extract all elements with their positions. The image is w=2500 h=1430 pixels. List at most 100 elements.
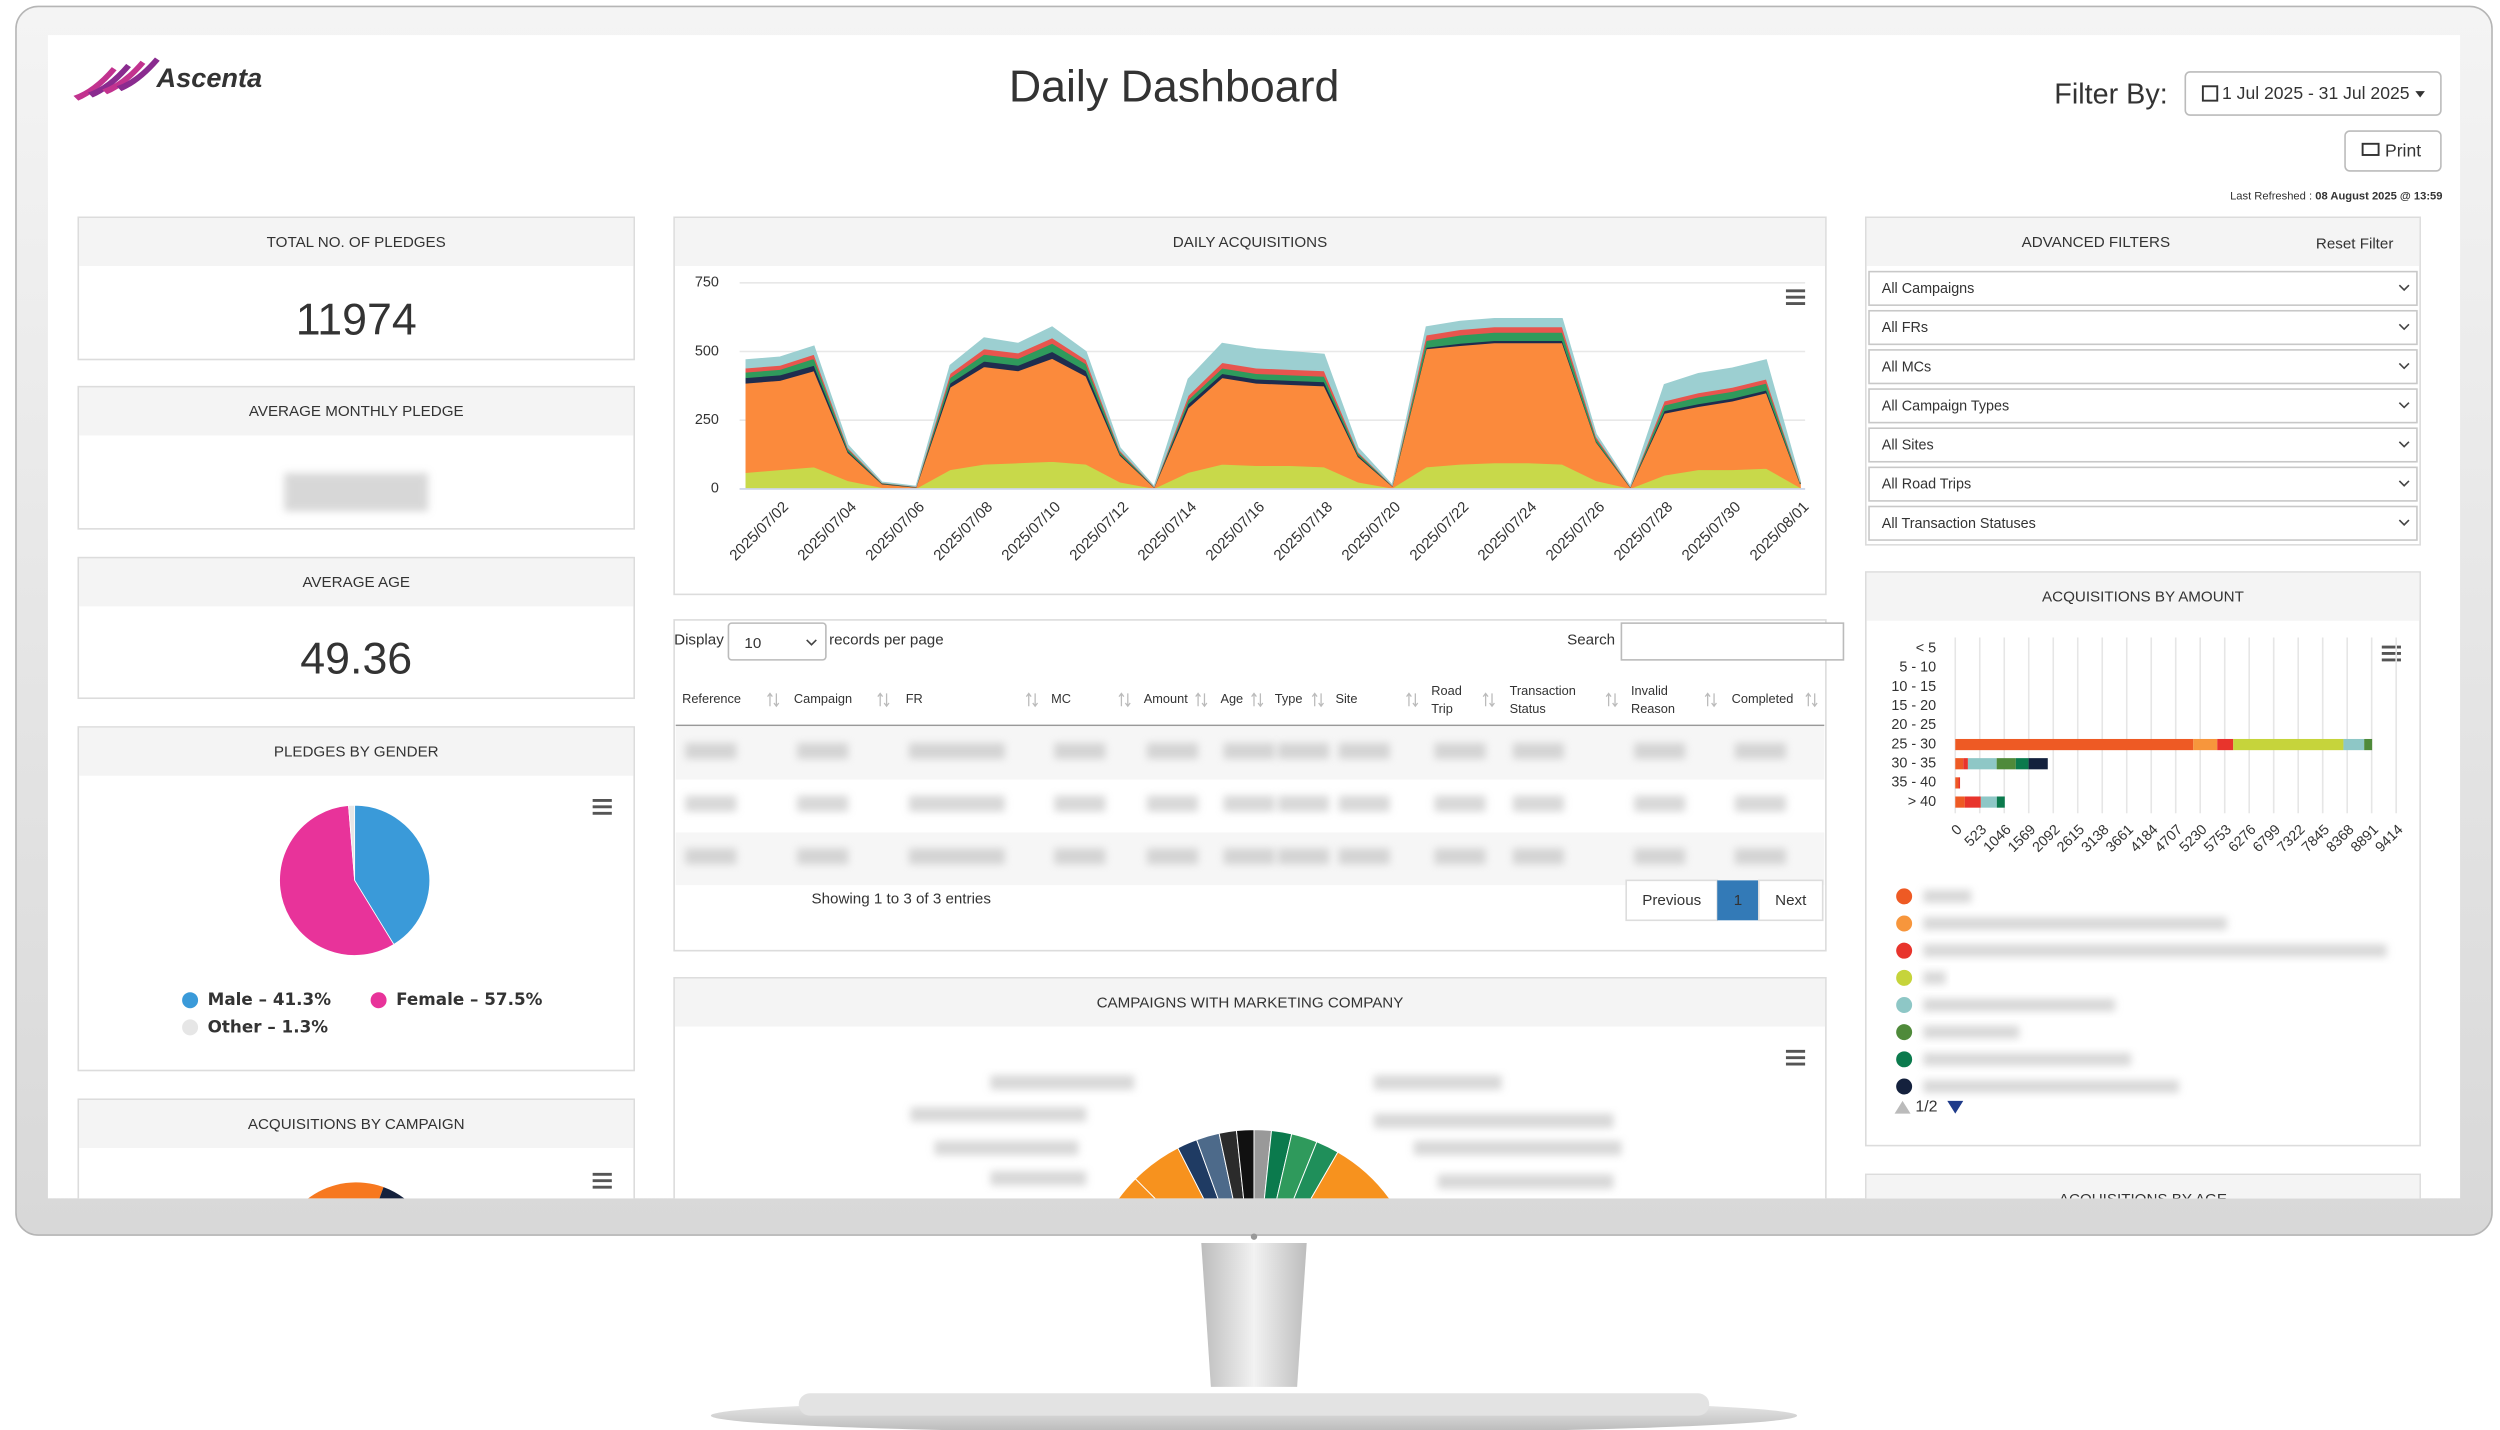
bar-segment <box>1967 758 1997 770</box>
column-header[interactable]: Road Trip <box>1431 683 1495 716</box>
blurred-content <box>1277 795 1330 812</box>
search-label: Search <box>1567 632 1615 649</box>
blurred-content <box>685 848 737 865</box>
card-title: AVERAGE AGE <box>302 574 410 591</box>
print-button[interactable]: Print <box>2344 130 2442 172</box>
select-box <box>727 622 827 661</box>
select-value: All Transaction Statuses <box>1882 516 2036 532</box>
sort-icon <box>1251 692 1264 708</box>
column-label: Reference <box>682 691 741 706</box>
column-header[interactable]: Campaign <box>794 691 890 708</box>
column-label: Trip <box>1431 701 1453 716</box>
column-header[interactable]: Amount <box>1144 691 1208 708</box>
chart-menu[interactable] <box>1785 289 1806 306</box>
blurred-content <box>908 848 1005 865</box>
blurred-content <box>1634 795 1686 812</box>
filter-select[interactable]: All Transaction Statuses <box>1868 505 2418 541</box>
column-header[interactable]: Invalid Reason <box>1631 683 1717 716</box>
last-refreshed: Last Refreshed :08 August 2025 @ 13:59 <box>2230 190 2442 202</box>
card-title: AVERAGE MONTHLY PLEDGE <box>249 403 464 420</box>
y-tick-label: 5 - 10 <box>1899 660 1936 676</box>
blurred-content <box>1338 848 1390 865</box>
card-title: PLEDGES BY GENDER <box>274 744 439 761</box>
filter-select[interactable]: All FRs <box>1868 309 2418 346</box>
refreshed-label: Last Refreshed : <box>2230 190 2312 202</box>
bar-segment <box>2028 758 2048 770</box>
filter-select[interactable]: All Sites <box>1868 427 2418 463</box>
column-header[interactable]: Age <box>1220 691 1264 708</box>
column-header[interactable]: FR <box>906 691 1039 708</box>
blurred-content <box>1634 742 1686 759</box>
column-header[interactable]: Completed <box>1732 691 1818 708</box>
y-tick-label: 20 - 25 <box>1891 717 1936 733</box>
chart-menu[interactable] <box>592 1172 612 1189</box>
y-tick-label: 35 - 40 <box>1891 775 1936 791</box>
page-current[interactable]: 1 <box>1717 880 1759 921</box>
blurred-content <box>1923 1025 2020 1039</box>
blurred-content <box>1734 848 1786 865</box>
select-value: All MCs <box>1882 359 1931 375</box>
date-range-button[interactable]: 1 Jul 2025 - 31 Jul 2025 <box>2184 71 2442 116</box>
calendar-icon <box>2201 85 2219 102</box>
blurred-content <box>797 848 849 865</box>
select-box <box>1868 349 2418 385</box>
card-header <box>79 558 634 607</box>
card-title: ACQUISITIONS BY CAMPAIGN <box>248 1116 465 1133</box>
blurred-content <box>1634 848 1686 865</box>
page-label: 1 <box>1734 892 1742 909</box>
filter-label: Filter By: <box>2054 78 2167 110</box>
blurred-content <box>1734 795 1786 812</box>
y-tick-label: 500 <box>695 343 719 359</box>
select-box <box>1868 309 2418 346</box>
column-header[interactable]: Site <box>1335 691 1419 708</box>
bar-segment <box>1955 758 1964 770</box>
column-header[interactable]: MC <box>1051 691 1131 708</box>
reset-filter-button[interactable]: Reset Filter <box>2303 228 2406 259</box>
button-box <box>2303 228 2406 259</box>
chart-menu[interactable] <box>1785 1049 1806 1066</box>
page-title: Daily Dashboard <box>1009 62 1340 111</box>
blurred-content <box>1054 795 1106 812</box>
sort-icon <box>1805 692 1818 708</box>
printer-icon <box>2361 142 2380 156</box>
card-title: TOTAL NO. OF PLEDGES <box>267 234 446 251</box>
bar-segment <box>1958 777 1961 789</box>
dashboard: Ascenta Daily Dashboard Filter By: 1 Jul 20… <box>73 57 2442 1199</box>
filter-select[interactable]: All Campaigns <box>1868 270 2418 306</box>
bar-segment <box>2015 758 2029 770</box>
print-label: Print <box>2385 140 2421 160</box>
legend-marker <box>1896 1024 1913 1041</box>
legend-next[interactable] <box>1947 1100 1964 1114</box>
y-tick-label: 250 <box>695 412 719 428</box>
legend-prev[interactable] <box>1894 1100 1911 1114</box>
bar-segment <box>1996 796 2005 808</box>
column-label: Amount <box>1144 691 1188 706</box>
page-previous[interactable]: Previous <box>1625 879 1719 922</box>
filter-select[interactable]: All MCs <box>1868 349 2418 385</box>
legend-marker <box>1896 888 1913 905</box>
filter-select[interactable]: All Campaign Types <box>1868 388 2418 424</box>
y-tick-label: 0 <box>711 481 719 497</box>
logo: Ascenta <box>73 57 262 101</box>
chart-menu[interactable] <box>2381 645 2401 662</box>
logo-mark <box>102 60 146 95</box>
filter-select[interactable]: All Road Trips <box>1868 466 2418 502</box>
blurred-content <box>1223 742 1275 759</box>
chart-menu[interactable] <box>592 799 612 815</box>
sort-icon <box>767 692 780 708</box>
column-header[interactable]: Reference <box>682 691 780 708</box>
blurred-content <box>1923 1052 2131 1066</box>
blurred-content <box>1373 1075 1502 1090</box>
page-next[interactable]: Next <box>1757 879 1824 922</box>
column-header[interactable]: Transaction Status <box>1510 683 1618 716</box>
blurred-content <box>1923 998 2116 1012</box>
column-label: Invalid <box>1631 683 1668 698</box>
column-header[interactable]: Type <box>1275 691 1324 708</box>
legend-marker <box>1896 1051 1913 1068</box>
blurred-content <box>1146 742 1199 759</box>
page-length-select[interactable]: 10 <box>727 622 827 661</box>
select-box <box>1868 270 2418 306</box>
pie-slice <box>279 805 395 956</box>
search-input[interactable] <box>1620 622 1845 661</box>
